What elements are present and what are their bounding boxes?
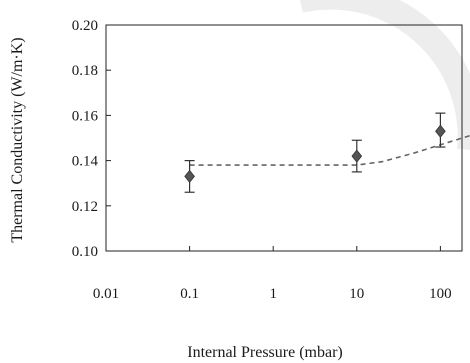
y-tick-label: 0.20 bbox=[72, 18, 98, 34]
x-axis-ticks: 0.010.11101001000 bbox=[93, 246, 452, 302]
data-point bbox=[351, 139, 363, 173]
y-tick-label: 0.10 bbox=[72, 244, 98, 260]
y-tick-label: 0.14 bbox=[72, 154, 99, 170]
watermark-stamp bbox=[300, 0, 470, 150]
x-tick-label: 0.01 bbox=[93, 286, 119, 302]
y-tick-label: 0.18 bbox=[72, 63, 98, 79]
y-tick-label: 0.12 bbox=[72, 199, 98, 215]
x-tick-label: 1 bbox=[269, 286, 277, 302]
fit-curve bbox=[189, 134, 470, 166]
x-tick-label: 10 bbox=[349, 286, 364, 302]
data-point bbox=[435, 112, 446, 148]
y-tick-label: 0.16 bbox=[72, 108, 99, 124]
fit-curve-layer bbox=[189, 134, 470, 166]
data-point bbox=[184, 160, 195, 193]
y-axis-title: Thermal Conductivity (W/m·K) bbox=[9, 37, 26, 242]
diamond-marker bbox=[184, 169, 195, 184]
x-axis-title: Internal Pressure (mbar) bbox=[187, 344, 343, 361]
x-tick-label: 0.1 bbox=[180, 286, 199, 302]
plot-frame bbox=[105, 24, 463, 252]
x-tick-label: 100 bbox=[429, 286, 452, 302]
diamond-marker bbox=[351, 149, 363, 163]
y-axis-ticks: 0.10 0.12 0.14 0.16 0.18 0.20 bbox=[72, 18, 111, 260]
diamond-marker bbox=[435, 124, 446, 138]
data-points-layer bbox=[184, 112, 446, 193]
